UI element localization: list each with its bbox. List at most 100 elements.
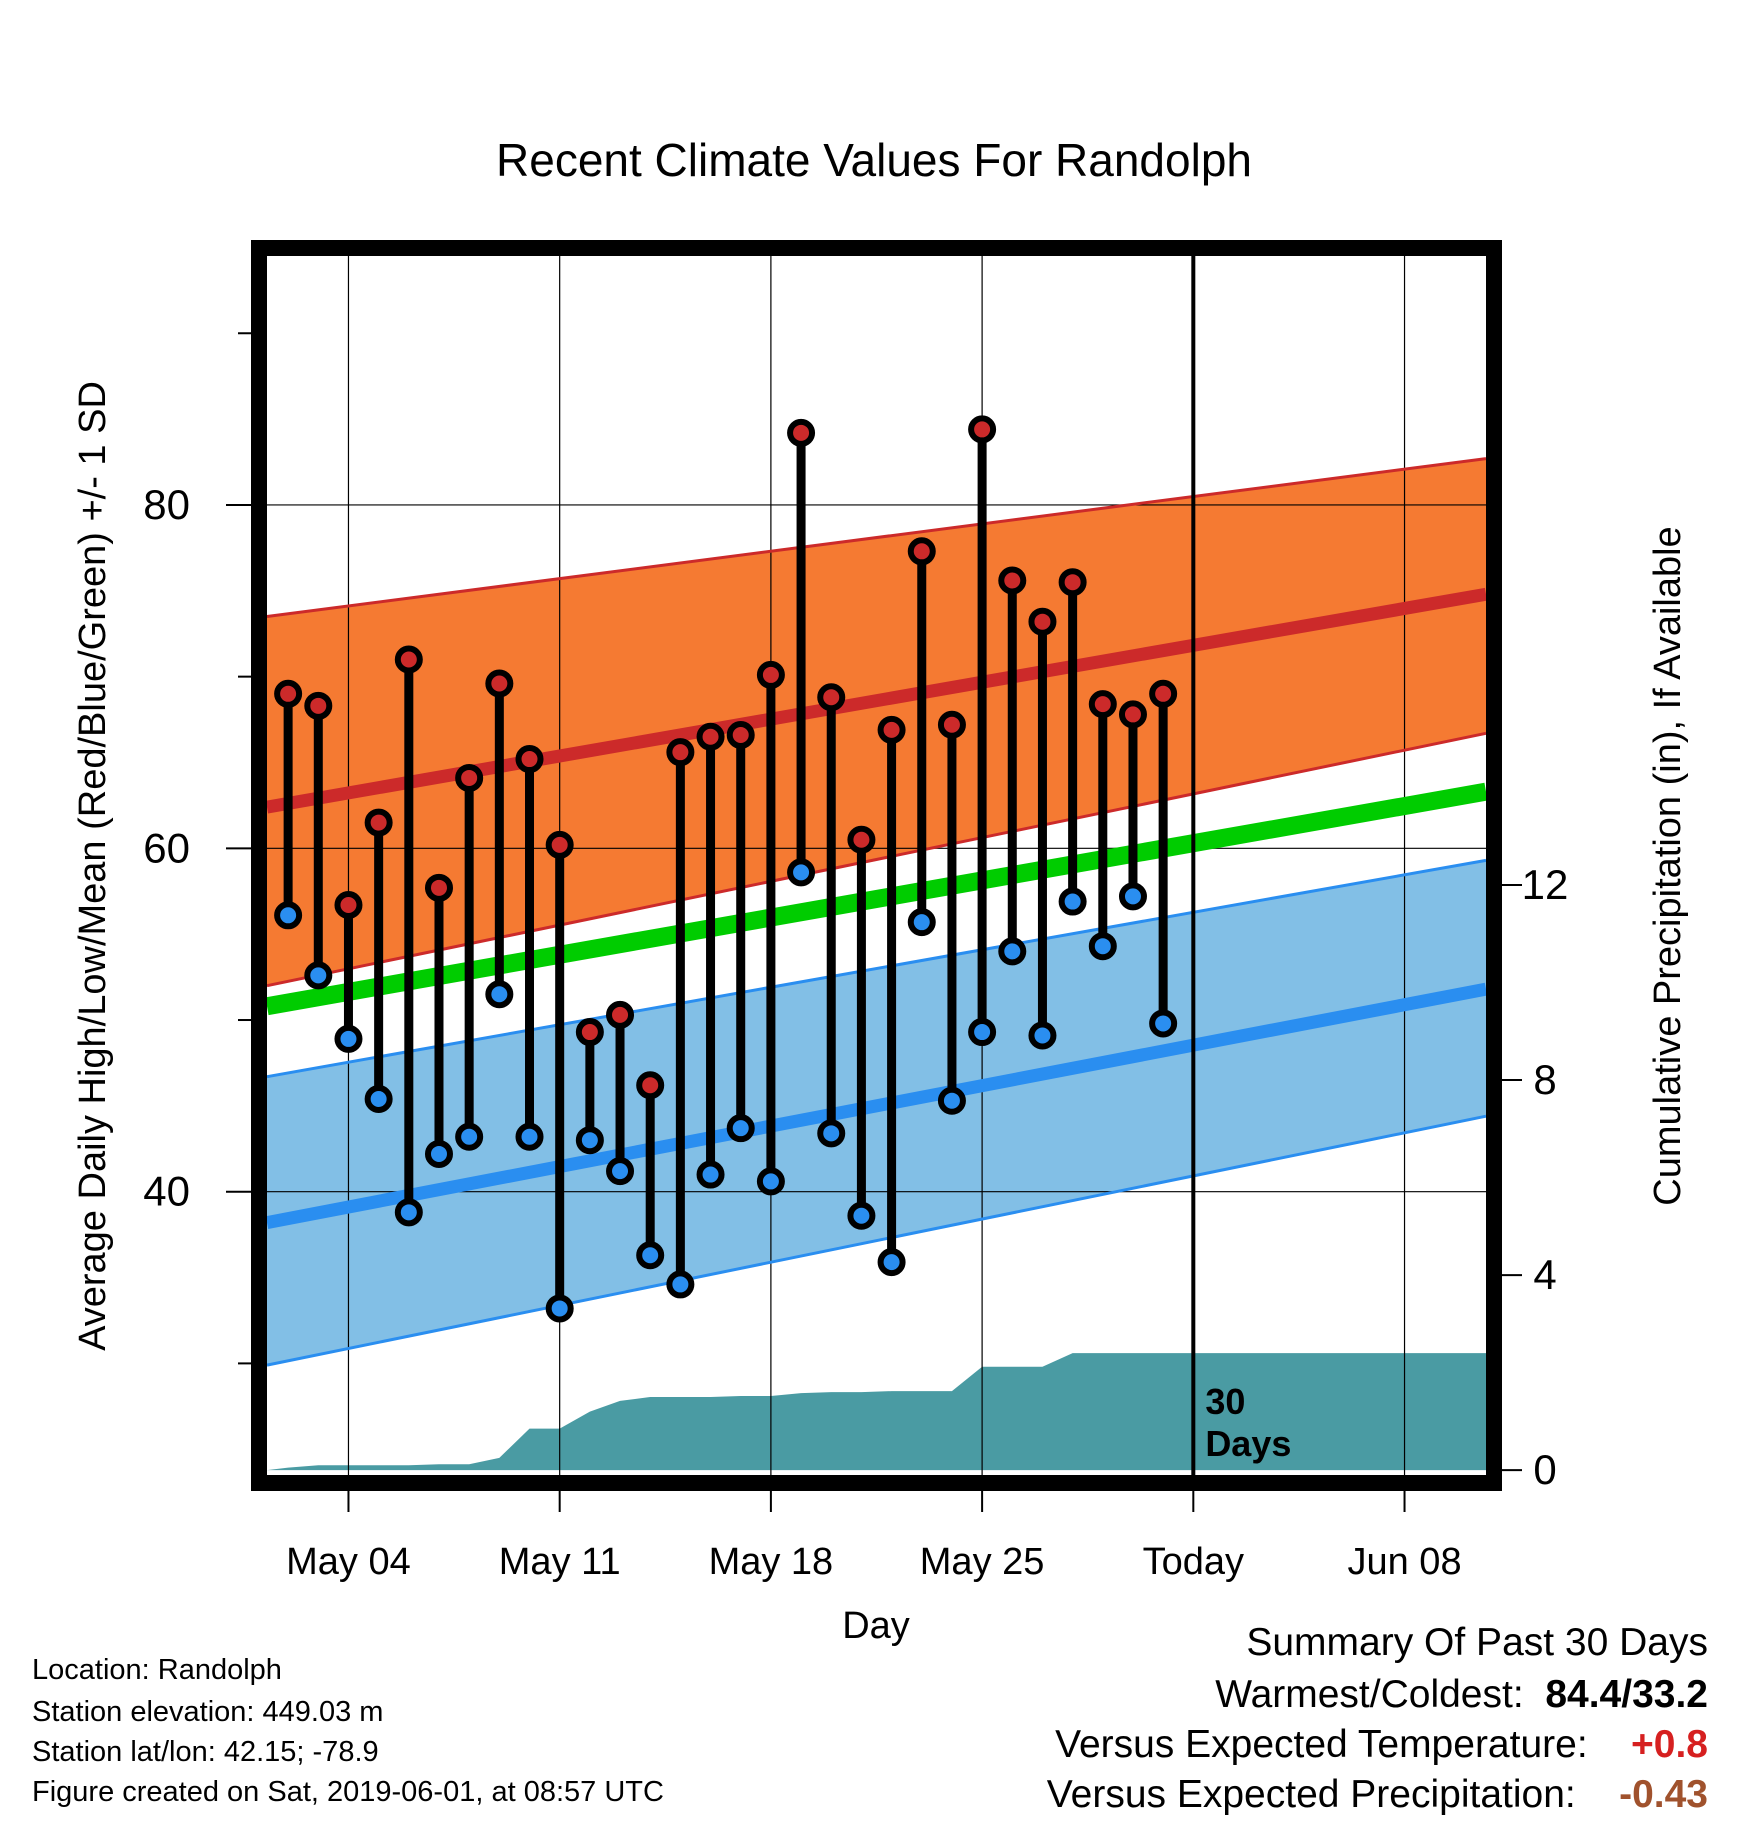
summary-temp-label: Versus Expected Temperature: — [1055, 1723, 1588, 1766]
high-point-10 — [545, 830, 574, 859]
high-point-12 — [606, 1000, 635, 1029]
low-lower-line — [266, 1114, 1487, 1367]
low-point-16 — [726, 1114, 755, 1143]
low-point-6 — [424, 1139, 453, 1168]
high-point-17 — [756, 660, 785, 689]
low-point-9 — [515, 1122, 544, 1151]
high-point-4 — [364, 808, 393, 837]
x-axis-label: Day — [842, 1605, 910, 1647]
footer-elevation: Station elevation: 449.03 m — [32, 1696, 384, 1728]
plot-frame — [251, 240, 1502, 1491]
summary-temp-value: +0.8 — [1631, 1723, 1708, 1766]
low-point-3 — [334, 1024, 363, 1053]
high-point-1 — [274, 679, 303, 708]
low-point-29 — [1118, 882, 1147, 911]
low-point-1 — [274, 901, 303, 930]
y-right-tick-label-8: 8 — [1533, 1056, 1556, 1103]
low-point-15 — [696, 1160, 725, 1189]
high-point-22 — [907, 537, 936, 566]
x-tick-label-4: Today — [1143, 1541, 1244, 1583]
low-point-5 — [394, 1198, 423, 1227]
low-point-21 — [877, 1248, 906, 1277]
summary-precipitation: Versus Expected Precipitation: -0.43 — [1047, 1770, 1708, 1820]
high-point-9 — [515, 745, 544, 774]
high-point-2 — [304, 691, 333, 720]
low-point-7 — [455, 1122, 484, 1151]
high-point-24 — [968, 415, 997, 444]
low-point-28 — [1088, 932, 1117, 961]
x-tick-label-2: May 18 — [709, 1541, 834, 1583]
low-point-27 — [1058, 887, 1087, 916]
high-point-23 — [937, 710, 966, 739]
summary-temperature: Versus Expected Temperature: +0.8 — [1055, 1720, 1708, 1770]
footer-created: Figure created on Sat, 2019-06-01, at 08… — [32, 1776, 664, 1808]
low-point-22 — [907, 908, 936, 937]
low-point-24 — [968, 1018, 997, 1047]
low-point-8 — [485, 980, 514, 1009]
summary-precip-value: -0.43 — [1619, 1773, 1708, 1816]
low-point-12 — [606, 1157, 635, 1186]
low-point-4 — [364, 1084, 393, 1113]
high-point-13 — [636, 1071, 665, 1100]
summary-warmest: Warmest/Coldest: 84.4/33.2 — [1215, 1670, 1708, 1720]
high-upper-line — [266, 457, 1487, 619]
y-right-tick-label-0: 0 — [1533, 1446, 1556, 1493]
high-point-5 — [394, 645, 423, 674]
y-left-tick-label-60: 60 — [143, 824, 190, 871]
y-axis-label-left: Average Daily High/Low/Mean (Red/Blue/Gr… — [72, 381, 114, 1351]
today-annotation-days: Days — [1205, 1423, 1291, 1464]
low-point-17 — [756, 1167, 785, 1196]
low-point-14 — [666, 1270, 695, 1299]
low-point-20 — [847, 1201, 876, 1230]
high-point-25 — [998, 566, 1027, 595]
low-point-23 — [937, 1086, 966, 1115]
high-point-28 — [1088, 690, 1117, 719]
today-annotation-count: 30 — [1205, 1381, 1245, 1422]
summary-title: Summary Of Past 30 Days — [1246, 1621, 1708, 1664]
high-point-15 — [696, 722, 725, 751]
x-tick-label-0: May 04 — [286, 1541, 411, 1583]
high-point-18 — [787, 418, 816, 447]
low-point-30 — [1149, 1009, 1178, 1038]
y-right-tick-label-12: 12 — [1522, 861, 1569, 908]
high-point-3 — [334, 890, 363, 919]
y-axis-label-right: Cumulative Precipitation (in), If Availa… — [1647, 526, 1689, 1205]
high-point-21 — [877, 715, 906, 744]
high-point-26 — [1028, 607, 1057, 636]
summary-warmest-value: 84.4/33.2 — [1545, 1673, 1708, 1716]
low-point-18 — [787, 858, 816, 887]
y-left-tick-label-40: 40 — [143, 1168, 190, 1215]
high-point-11 — [575, 1018, 604, 1047]
x-tick-label-1: May 11 — [499, 1541, 621, 1583]
low-sd-band — [267, 860, 1486, 1366]
footer-latlon: Station lat/lon: 42.15; -78.9 — [32, 1736, 379, 1768]
high-point-20 — [847, 825, 876, 854]
x-tick-label-5: Jun 08 — [1347, 1541, 1461, 1583]
summary-precip-label: Versus Expected Precipitation: — [1046, 1773, 1576, 1816]
high-point-8 — [485, 669, 514, 698]
high-point-30 — [1149, 679, 1178, 708]
low-point-13 — [636, 1241, 665, 1270]
low-point-2 — [304, 961, 333, 990]
footer-location: Location: Randolph — [32, 1654, 282, 1686]
axes: May 04 May 11 May 18 May 25 Today Jun 0840608… — [143, 332, 1569, 1583]
high-point-27 — [1058, 568, 1087, 597]
high-point-29 — [1118, 700, 1147, 729]
low-point-11 — [575, 1126, 604, 1155]
summary-warmest-label: Warmest/Coldest: — [1215, 1673, 1524, 1716]
high-sd-band — [267, 458, 1486, 986]
low-point-25 — [998, 937, 1027, 966]
high-point-6 — [424, 873, 453, 902]
high-point-16 — [726, 721, 755, 750]
low-point-10 — [545, 1294, 574, 1323]
x-tick-label-3: May 25 — [920, 1541, 1045, 1583]
low-point-19 — [817, 1119, 846, 1148]
low-point-26 — [1028, 1021, 1057, 1050]
y-left-tick-label-80: 80 — [143, 481, 190, 528]
high-point-14 — [666, 738, 695, 767]
high-point-7 — [455, 763, 484, 792]
chart-title: Recent Climate Values For Randolph — [496, 134, 1252, 186]
y-right-tick-label-4: 4 — [1533, 1251, 1556, 1298]
